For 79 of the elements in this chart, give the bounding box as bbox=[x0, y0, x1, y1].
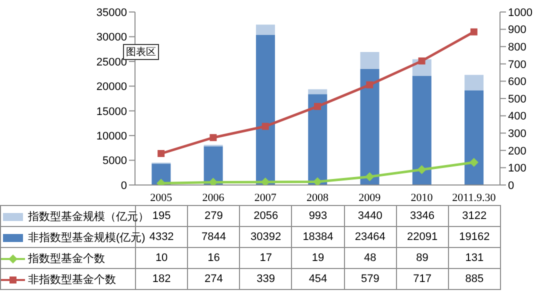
data-label: 23464 bbox=[344, 226, 396, 248]
point bbox=[366, 81, 374, 88]
x-tick-label: 2008 bbox=[306, 192, 329, 204]
data-label: 195 bbox=[152, 210, 171, 222]
annotation: 图表区 bbox=[123, 44, 159, 60]
y-tick-label: 20000 bbox=[96, 81, 127, 94]
data-label: 279 bbox=[188, 206, 240, 226]
data-label: 48 bbox=[344, 248, 396, 268]
bar bbox=[204, 146, 223, 185]
y2-tick-label: 1000 bbox=[508, 6, 532, 19]
point bbox=[417, 165, 426, 174]
x-tick-label: 2006 bbox=[202, 192, 225, 204]
data-label: 19162 bbox=[448, 226, 500, 248]
data-label: 19 bbox=[292, 248, 344, 268]
y2-tick-label: 400 bbox=[508, 110, 526, 123]
data-label: 274 bbox=[188, 268, 240, 290]
point bbox=[158, 150, 165, 158]
data-label: 579 bbox=[344, 268, 396, 290]
data-label: 3440 bbox=[344, 206, 396, 226]
legend-label: 非指数型基金个数 bbox=[0, 268, 136, 290]
point bbox=[365, 172, 374, 182]
bar bbox=[412, 76, 432, 185]
x-tick-label: 2007 bbox=[254, 192, 277, 204]
legend-label: 指数型基金个数 bbox=[0, 248, 136, 268]
point bbox=[313, 177, 322, 185]
x-tick-label: 2009 bbox=[358, 192, 382, 204]
y-tick-label: 5000 bbox=[102, 155, 127, 168]
data-label: 885 bbox=[448, 268, 500, 290]
data-label: 16 bbox=[188, 248, 240, 268]
x-tick-label: 2011.9.30 bbox=[452, 192, 496, 204]
legend-label: 非指数型基金规模(亿元) bbox=[27, 230, 146, 246]
y-tick-label: 30000 bbox=[96, 32, 127, 44]
bar bbox=[256, 24, 275, 35]
point bbox=[262, 122, 269, 130]
data-label: 18384 bbox=[292, 226, 344, 248]
data-label: 131 bbox=[448, 248, 500, 268]
data-label: 717 bbox=[396, 268, 448, 290]
data-label: 4332 bbox=[149, 231, 174, 243]
point bbox=[469, 158, 478, 167]
data-label: 22091 bbox=[396, 226, 448, 248]
y2-tick-label: 900 bbox=[508, 24, 526, 36]
data-label: 2056 bbox=[240, 206, 292, 226]
bar bbox=[464, 74, 484, 90]
y2-tick-label: 300 bbox=[508, 128, 526, 140]
data-label: 3122 bbox=[448, 206, 500, 226]
y2-tick-label: 0 bbox=[508, 180, 514, 192]
y2-tick-label: 700 bbox=[508, 58, 526, 71]
point bbox=[210, 134, 217, 142]
y-tick-label: 15000 bbox=[96, 106, 127, 118]
y2-tick-label: 500 bbox=[508, 93, 526, 106]
legend-label: 指数型基金规模（亿元） bbox=[27, 210, 149, 224]
data-label: 30392 bbox=[240, 226, 292, 248]
y2-tick-label: 100 bbox=[508, 162, 526, 175]
y-tick-label: 35000 bbox=[96, 6, 127, 19]
data-label: 993 bbox=[292, 206, 344, 226]
data-label: 3346 bbox=[396, 206, 448, 226]
data-label: 454 bbox=[292, 268, 344, 290]
data-label: 17 bbox=[240, 248, 292, 268]
y-tick-label: 10000 bbox=[96, 130, 127, 142]
data-label: 182 bbox=[136, 268, 188, 290]
data-label: 339 bbox=[240, 268, 292, 290]
data-label: 10 bbox=[136, 248, 188, 268]
bar bbox=[256, 34, 275, 185]
y2-tick-label: 800 bbox=[508, 42, 526, 54]
bar bbox=[360, 52, 380, 70]
y2-tick-label: 200 bbox=[508, 145, 526, 158]
x-tick-label: 2010 bbox=[410, 192, 434, 204]
bar bbox=[308, 89, 328, 94]
data-label: 7844 bbox=[188, 226, 240, 248]
point bbox=[470, 28, 478, 36]
data-label: 89 bbox=[396, 248, 448, 268]
x-tick-label: 2005 bbox=[150, 192, 173, 204]
y-tick-label: 0 bbox=[120, 180, 127, 192]
point bbox=[418, 57, 426, 64]
point bbox=[314, 102, 321, 110]
bar bbox=[360, 69, 380, 185]
bar bbox=[464, 90, 484, 185]
bar bbox=[308, 94, 328, 185]
y2-tick-label: 600 bbox=[508, 76, 526, 88]
